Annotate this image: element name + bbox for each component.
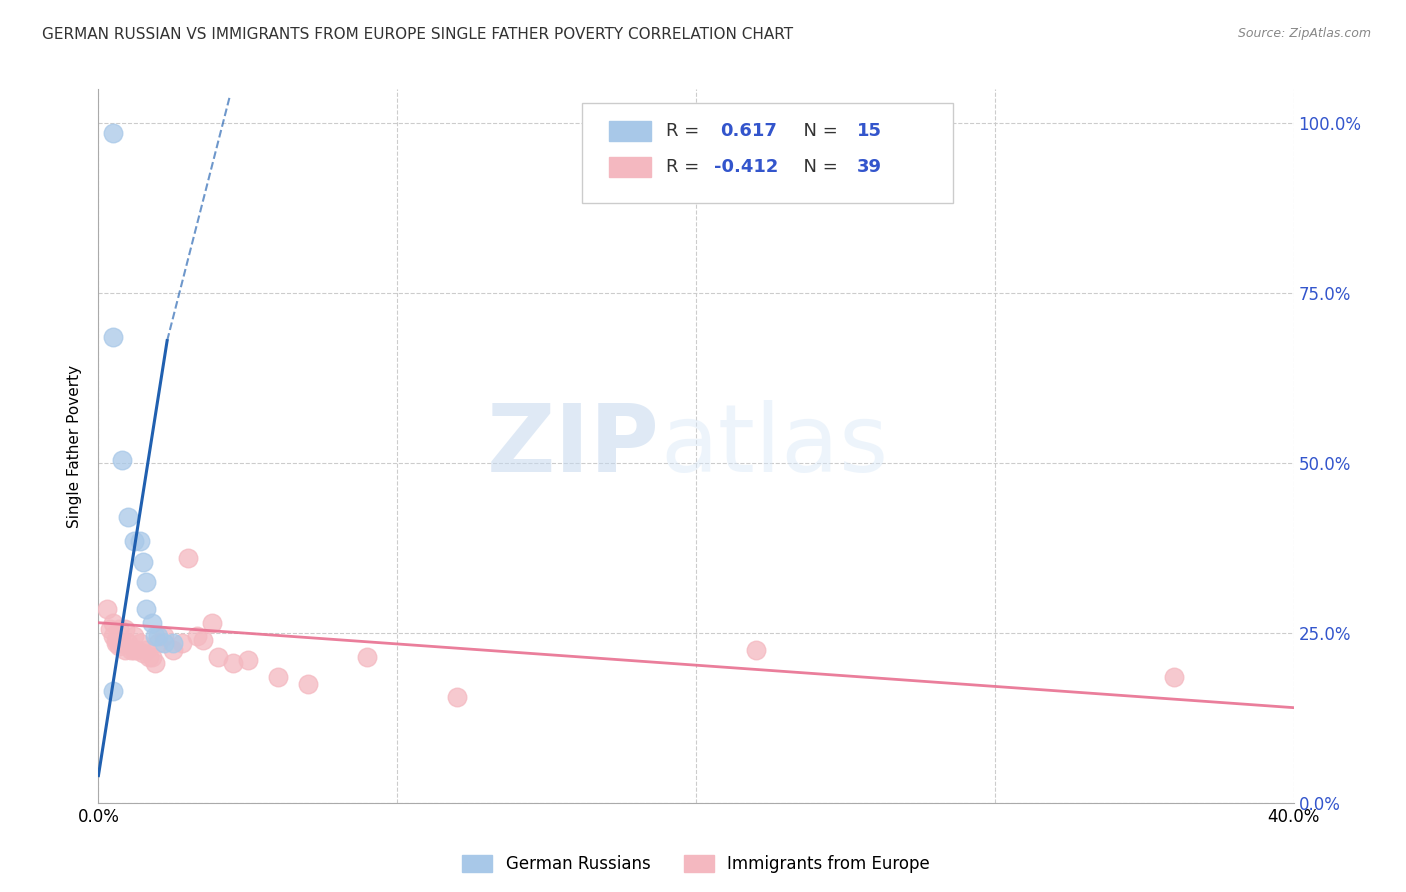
Point xyxy=(117,636,139,650)
Text: -0.412: -0.412 xyxy=(714,158,779,176)
Y-axis label: Single Father Poverty: Single Father Poverty xyxy=(67,365,83,527)
Point xyxy=(105,636,128,650)
Point xyxy=(103,615,125,630)
Point xyxy=(100,623,122,637)
Point xyxy=(103,330,125,344)
Point xyxy=(129,636,152,650)
Point xyxy=(114,623,136,637)
Point xyxy=(153,629,176,643)
Point xyxy=(135,574,157,589)
Point xyxy=(111,452,134,467)
Point xyxy=(135,643,157,657)
Text: R =: R = xyxy=(666,158,704,176)
Point xyxy=(127,643,149,657)
Point xyxy=(162,643,184,657)
Text: GERMAN RUSSIAN VS IMMIGRANTS FROM EUROPE SINGLE FATHER POVERTY CORRELATION CHART: GERMAN RUSSIAN VS IMMIGRANTS FROM EUROPE… xyxy=(42,27,793,42)
Point xyxy=(124,629,146,643)
Text: 15: 15 xyxy=(858,122,883,140)
Point xyxy=(143,629,166,643)
Point xyxy=(124,643,146,657)
Point xyxy=(103,683,125,698)
Point xyxy=(143,657,166,671)
Point xyxy=(124,534,146,549)
Text: 39: 39 xyxy=(858,158,883,176)
Point xyxy=(135,602,157,616)
Point xyxy=(186,629,208,643)
Point xyxy=(117,510,139,524)
Point xyxy=(132,646,155,660)
Point xyxy=(148,629,170,643)
Point xyxy=(120,643,142,657)
Point xyxy=(108,640,131,654)
Point xyxy=(96,602,118,616)
Point xyxy=(148,636,170,650)
Point xyxy=(177,551,200,566)
Point xyxy=(153,636,176,650)
Point xyxy=(222,657,245,671)
Point xyxy=(201,615,224,630)
Point xyxy=(129,534,152,549)
Point xyxy=(297,677,319,691)
Point xyxy=(172,636,194,650)
Text: atlas: atlas xyxy=(661,400,889,492)
Point xyxy=(207,649,229,664)
Point xyxy=(745,643,768,657)
FancyBboxPatch shape xyxy=(582,103,953,203)
Point xyxy=(132,555,155,569)
Point xyxy=(141,615,163,630)
Legend: German Russians, Immigrants from Europe: German Russians, Immigrants from Europe xyxy=(456,848,936,880)
Point xyxy=(162,636,184,650)
Point xyxy=(1163,670,1185,684)
Point xyxy=(105,632,128,647)
Bar xyxy=(609,121,651,141)
Point xyxy=(103,127,125,141)
Point xyxy=(356,649,378,664)
Point xyxy=(108,623,131,637)
Point xyxy=(236,653,259,667)
Point xyxy=(111,636,134,650)
Point xyxy=(446,690,468,705)
Text: 0.617: 0.617 xyxy=(720,122,776,140)
Text: R =: R = xyxy=(666,122,704,140)
Text: N =: N = xyxy=(792,122,844,140)
Point xyxy=(141,649,163,664)
Text: N =: N = xyxy=(792,158,844,176)
Point xyxy=(191,632,214,647)
Point xyxy=(267,670,290,684)
Text: Source: ZipAtlas.com: Source: ZipAtlas.com xyxy=(1237,27,1371,40)
Point xyxy=(114,643,136,657)
Point xyxy=(103,629,125,643)
Text: ZIP: ZIP xyxy=(488,400,661,492)
Point xyxy=(138,649,160,664)
Bar xyxy=(609,157,651,177)
